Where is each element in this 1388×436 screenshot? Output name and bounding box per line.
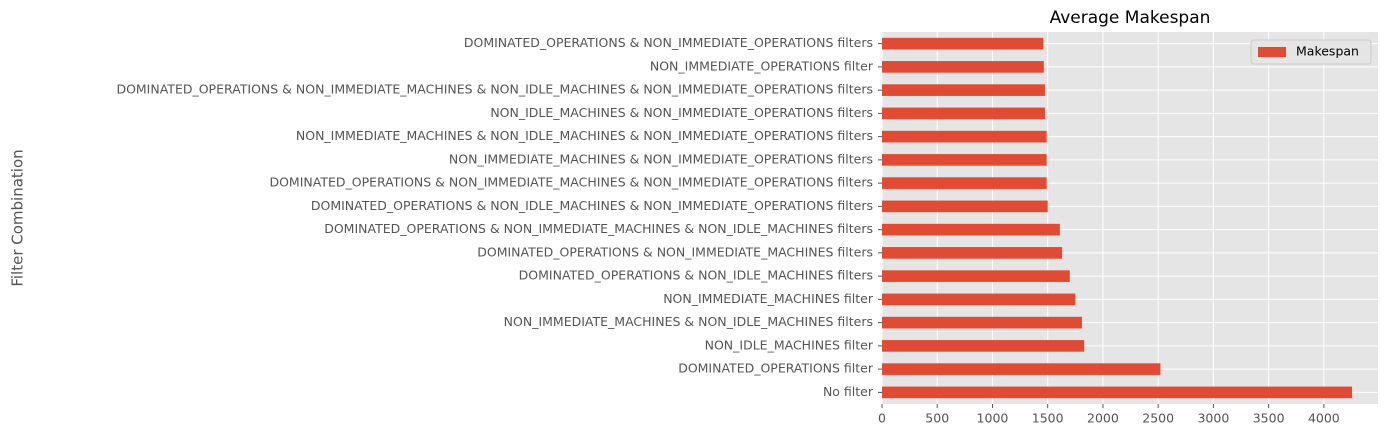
bar <box>882 154 1047 166</box>
y-tick-label: DOMINATED_OPERATIONS & NON_IMMEDIATE_MAC… <box>324 221 873 236</box>
y-tick-label: DOMINATED_OPERATIONS & NON_IMMEDIATE_MAC… <box>477 244 873 259</box>
y-tick-label: DOMINATED_OPERATIONS & NON_IDLE_MACHINES… <box>519 268 873 283</box>
bar <box>882 84 1045 96</box>
x-tick-label: 2500 <box>1142 411 1174 426</box>
y-tick-label: NON_IMMEDIATE_MACHINES & NON_IDLE_MACHIN… <box>504 314 873 329</box>
bar <box>882 363 1161 375</box>
x-tick-label: 2000 <box>1087 411 1119 426</box>
bar <box>882 386 1353 399</box>
y-tick-label: DOMINATED_OPERATIONS & NON_IMMEDIATE_MAC… <box>269 175 873 190</box>
x-tick-label: 1500 <box>1032 411 1064 426</box>
x-tick-label: 500 <box>925 411 949 426</box>
bars <box>882 37 1353 399</box>
bar <box>882 130 1047 143</box>
y-tick-label: NON_IDLE_MACHINES & NON_IMMEDIATE_OPERAT… <box>490 105 873 120</box>
y-tick-label: DOMINATED_OPERATIONS & NON_IDLE_MACHINES… <box>311 198 873 213</box>
bar <box>882 270 1070 282</box>
legend-swatch <box>1258 47 1286 57</box>
y-tick-label: No filter <box>823 384 874 399</box>
bar <box>882 61 1044 73</box>
x-tick-label: 4000 <box>1308 411 1340 426</box>
legend-label: Makespan <box>1296 44 1359 59</box>
bar <box>882 316 1082 329</box>
y-tick-label: NON_IDLE_MACHINES filter <box>705 337 874 352</box>
y-tick-label: NON_IMMEDIATE_MACHINES & NON_IMMEDIATE_O… <box>449 151 873 166</box>
bar <box>882 177 1047 189</box>
bar <box>882 340 1085 352</box>
y-tick-label: NON_IMMEDIATE_MACHINES filter <box>663 291 874 306</box>
y-tick-label: DOMINATED_OPERATIONS filter <box>678 361 874 376</box>
bar <box>882 223 1060 236</box>
y-tick-label: DOMINATED_OPERATIONS & NON_IMMEDIATE_MAC… <box>116 82 873 97</box>
y-tick-label: NON_IMMEDIATE_MACHINES & NON_IDLE_MACHIN… <box>296 128 873 143</box>
bar <box>882 200 1048 213</box>
bar <box>882 37 1044 50</box>
legend-box <box>1250 39 1372 65</box>
x-tick-label: 1000 <box>977 411 1009 426</box>
legend: Makespan <box>1250 39 1372 65</box>
bar <box>882 107 1045 120</box>
bar <box>882 293 1076 306</box>
bar <box>882 247 1063 259</box>
x-tick-label: 3500 <box>1253 411 1285 426</box>
y-tick-label: DOMINATED_OPERATIONS & NON_IMMEDIATE_OPE… <box>464 35 873 50</box>
x-tick-label: 3000 <box>1197 411 1229 426</box>
chart-title: Average Makespan <box>1050 8 1211 28</box>
y-axis-title: Filter Combination <box>9 149 27 286</box>
x-tick-label: 0 <box>878 411 886 426</box>
y-tick-label: NON_IMMEDIATE_OPERATIONS filter <box>650 58 874 73</box>
